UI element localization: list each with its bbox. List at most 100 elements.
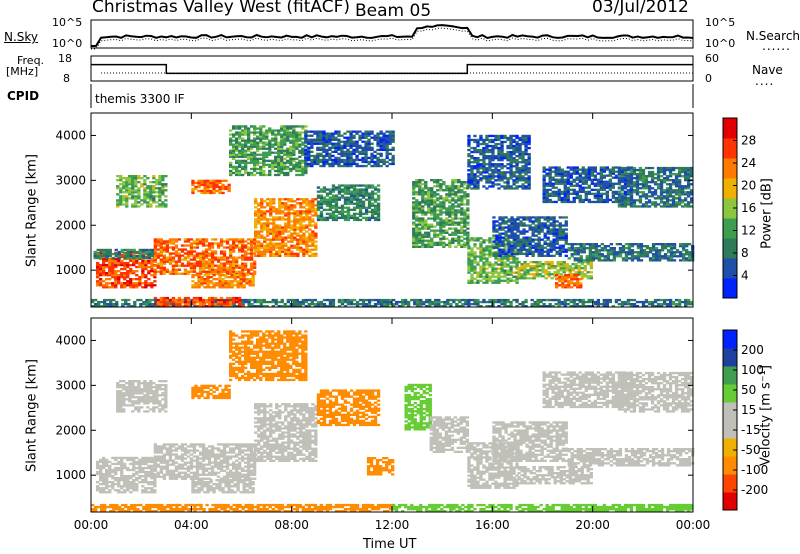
- power-cell: [275, 228, 279, 231]
- power-cell: [451, 211, 455, 214]
- power-cell: [254, 246, 258, 249]
- power-cell: [337, 164, 341, 168]
- power-cell: [463, 187, 467, 190]
- power-cell: [442, 207, 446, 210]
- power-cell: [510, 230, 514, 233]
- power-cell: [632, 181, 637, 184]
- power-cell: [540, 252, 544, 256]
- power-cell: [433, 233, 437, 236]
- power-cell: [287, 214, 291, 217]
- power-cell: [561, 244, 565, 247]
- power-cell: [250, 143, 254, 146]
- power-cell: [543, 246, 547, 249]
- power-cell: [457, 181, 461, 184]
- power-cell: [259, 157, 263, 161]
- power-cell: [479, 273, 483, 276]
- power-cell: [283, 125, 287, 128]
- power-cell: [238, 153, 242, 156]
- power-cell: [463, 197, 467, 200]
- power-cell: [515, 277, 519, 280]
- power-cell: [235, 149, 239, 152]
- power-cell: [563, 190, 567, 194]
- power-cell: [349, 196, 354, 199]
- power-cell: [256, 127, 260, 130]
- power-cell: [638, 199, 643, 202]
- power-cell: [186, 270, 191, 273]
- power-cell: [575, 194, 579, 198]
- power-cell: [293, 222, 297, 225]
- power-cell: [266, 246, 270, 249]
- power-cell: [578, 198, 582, 202]
- power-cell: [564, 276, 568, 279]
- power-cell: [191, 191, 195, 195]
- power-cell: [186, 272, 191, 275]
- power-cell: [230, 286, 234, 289]
- power-cell: [430, 201, 434, 204]
- power-cell: [466, 209, 470, 212]
- power-cell: [299, 222, 303, 225]
- power-cell: [609, 247, 614, 250]
- power-cell: [316, 214, 321, 218]
- power-cell: [263, 200, 267, 203]
- power-cell: [638, 175, 643, 178]
- power-cell: [247, 149, 251, 152]
- power-cell: [439, 205, 443, 208]
- power-cell: [304, 162, 308, 166]
- power-cell: [589, 265, 594, 268]
- power-cell: [162, 262, 167, 265]
- power-cell: [192, 262, 197, 265]
- power-cell: [284, 236, 288, 239]
- power-cell: [174, 264, 179, 267]
- power-cell: [225, 266, 230, 269]
- power-cell: [501, 228, 505, 231]
- power-cell: [131, 203, 135, 206]
- power-cell: [433, 203, 437, 206]
- power-cell: [349, 164, 353, 168]
- power-cell: [325, 160, 329, 164]
- power-cell: [334, 142, 338, 145]
- power-cell: [230, 274, 234, 277]
- power-cell: [334, 156, 338, 160]
- power-cell: [304, 132, 308, 135]
- power-cell: [232, 153, 236, 156]
- power-cell: [278, 250, 282, 253]
- power-cell: [498, 252, 502, 256]
- power-cell: [433, 235, 437, 238]
- power-cell: [287, 218, 291, 221]
- power-cell: [421, 187, 425, 190]
- power-cell: [250, 151, 254, 154]
- power-cell: [99, 284, 103, 287]
- power-cell: [316, 134, 320, 137]
- power-cell: [250, 256, 254, 259]
- power-cell: [96, 267, 100, 271]
- power-cell: [192, 250, 197, 253]
- power-cell: [250, 258, 254, 261]
- power-cell: [259, 139, 263, 142]
- power-cell: [198, 238, 203, 241]
- power-cell: [174, 254, 179, 257]
- power-cell: [135, 259, 139, 263]
- power-cell: [605, 200, 610, 204]
- power-cell: [364, 206, 369, 209]
- power-cell: [373, 154, 377, 158]
- power-cell: [558, 238, 562, 241]
- power-cell: [158, 205, 162, 208]
- power-cell: [537, 236, 541, 239]
- power-cell: [331, 214, 336, 218]
- power-cell: [165, 258, 170, 261]
- power-cell: [296, 228, 300, 231]
- power-cell: [623, 199, 628, 202]
- power-cell: [244, 258, 248, 261]
- power-cell: [473, 281, 477, 284]
- power-cell: [204, 256, 209, 259]
- power-cell: [263, 238, 267, 241]
- power-cell: [584, 198, 588, 202]
- power-cell: [256, 149, 260, 152]
- power-cell: [311, 198, 315, 201]
- power-cell: [116, 199, 120, 202]
- power-cell: [488, 271, 492, 274]
- power-cell: [295, 131, 299, 134]
- power-cell: [550, 267, 554, 270]
- power-cell: [99, 263, 103, 267]
- power-cell: [668, 179, 673, 182]
